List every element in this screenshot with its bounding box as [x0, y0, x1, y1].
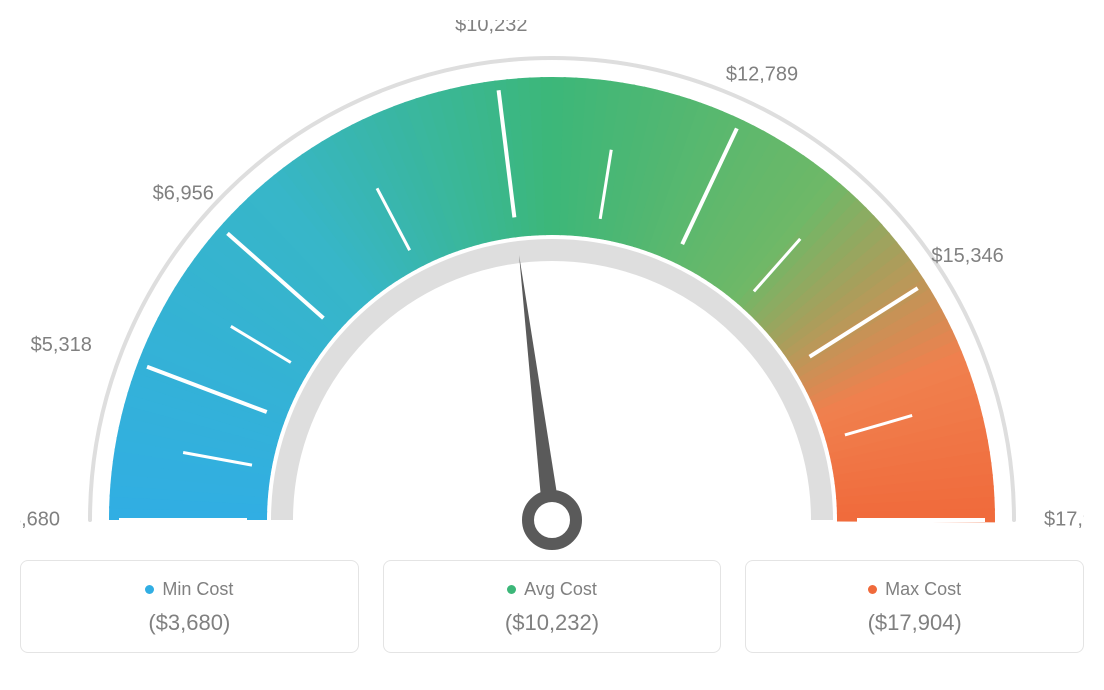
avg-dot-icon	[507, 585, 516, 594]
avg-cost-card: Avg Cost ($10,232)	[383, 560, 722, 653]
gauge-tick-label: $12,789	[726, 63, 798, 85]
min-cost-card: Min Cost ($3,680)	[20, 560, 359, 653]
min-label-text: Min Cost	[162, 579, 233, 599]
avg-cost-label: Avg Cost	[394, 579, 711, 600]
cost-cards: Min Cost ($3,680) Avg Cost ($10,232) Max…	[20, 560, 1084, 653]
gauge-tick-label: $15,346	[931, 245, 1003, 267]
gauge-svg: $3,680 $5,318 $6,956 $10,232 $12,789 $15,346 $…	[20, 20, 1084, 550]
max-cost-value: ($17,904)	[756, 610, 1073, 636]
gauge-tick-label: $17,904	[1044, 508, 1084, 530]
gauge-tick-label: $6,956	[153, 183, 214, 205]
max-cost-card: Max Cost ($17,904)	[745, 560, 1084, 653]
gauge-tick-label: $3,680	[20, 508, 60, 530]
max-label-text: Max Cost	[885, 579, 961, 599]
avg-cost-value: ($10,232)	[394, 610, 711, 636]
min-dot-icon	[145, 585, 154, 594]
gauge-chart: $3,680 $5,318 $6,956 $10,232 $12,789 $15,346 $…	[20, 20, 1084, 550]
min-cost-label: Min Cost	[31, 579, 348, 600]
avg-label-text: Avg Cost	[524, 579, 597, 599]
min-cost-value: ($3,680)	[31, 610, 348, 636]
max-cost-label: Max Cost	[756, 579, 1073, 600]
gauge-tick-label: $5,318	[31, 334, 92, 356]
gauge-tick-label: $10,232	[455, 20, 527, 36]
max-dot-icon	[868, 585, 877, 594]
